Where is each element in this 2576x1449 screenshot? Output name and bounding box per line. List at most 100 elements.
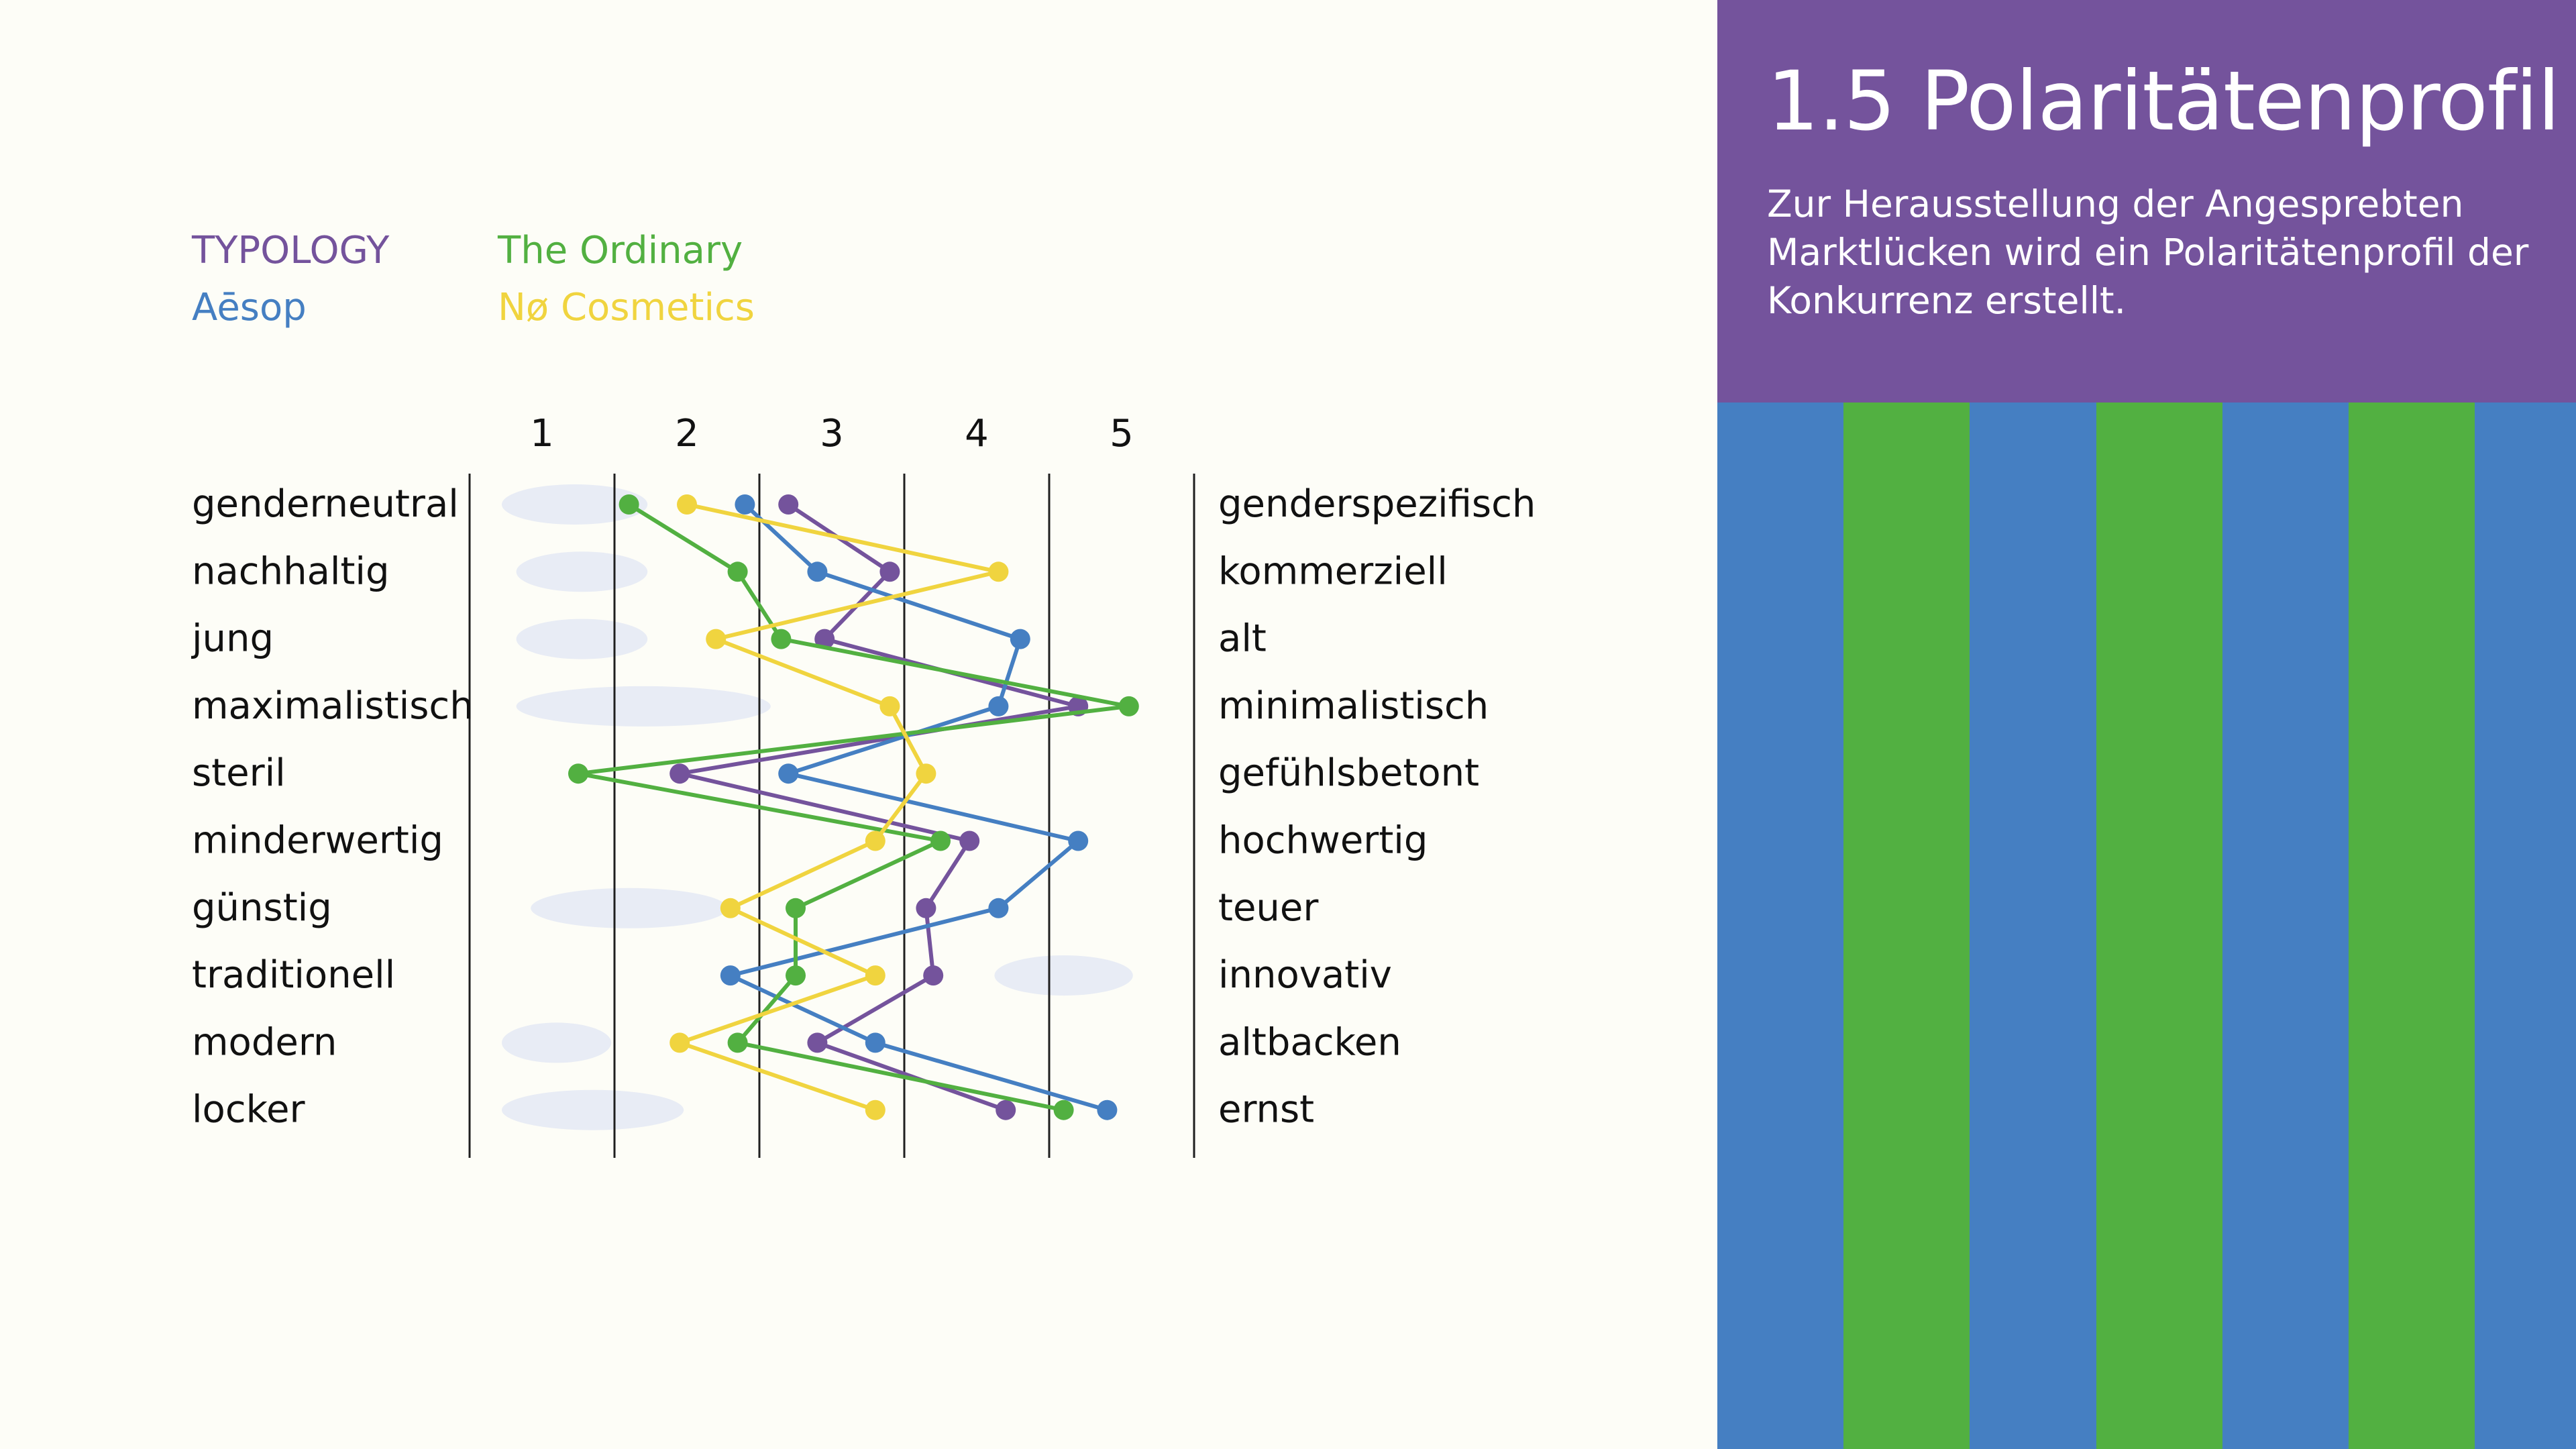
page-title: 1.5 Polaritätenprofil [1767,54,2560,149]
right-label: hochwertig [1218,819,1428,863]
background-highlight-4 [531,888,727,928]
left-label: genderneutral [192,482,459,526]
right-label: kommerziell [1218,549,1448,593]
data-point-the-ordinary [727,1032,748,1053]
scale-tick-labels: 1 2 3 4 5 [530,412,1134,455]
data-point-n-cosmetics [706,629,727,649]
series-n-cosmetics [669,494,1009,1120]
right-label: innovativ [1218,953,1392,997]
tick-label-1: 1 [530,412,554,455]
data-point-typology [996,1099,1016,1120]
legend-entry: Nø Cosmetics [498,286,755,329]
data-point-n-cosmetics [865,830,885,851]
left-label: jung [191,617,274,661]
polarity-profile-chart: 1 2 3 4 5 genderneutral nachhaltig jung maximal… [191,229,1536,1158]
stripe [1970,402,2096,1449]
stripe [2349,402,2475,1449]
right-label: alt [1218,617,1267,661]
background-highlight-5 [994,955,1133,996]
stripe [2475,402,2576,1449]
background-highlight-7 [502,1089,684,1130]
data-point-the-ordinary [568,763,588,784]
data-point-n-cosmetics [669,1032,690,1053]
background-highlight-1 [516,551,648,592]
left-label: minderwertig [192,819,443,863]
data-point-a-sop [1097,1099,1118,1120]
data-point-the-ordinary [786,898,806,918]
series-line-n-cosmetics [678,502,1001,1112]
page-description: Zur Herausstellung der Angesprebten Mark… [1767,182,2529,322]
data-point-n-cosmetics [720,898,741,918]
stripe [1717,402,1844,1449]
data-point-the-ordinary [619,494,639,515]
right-label: teuer [1218,886,1319,930]
data-point-a-sop [988,898,1009,918]
left-label: locker [192,1088,305,1132]
data-point-typology [778,494,799,515]
data-point-n-cosmetics [988,561,1009,582]
tick-label-5: 5 [1110,412,1134,455]
data-point-the-ordinary [786,965,806,986]
left-label: modern [192,1020,337,1064]
legend-entry: Aēsop [192,286,307,329]
left-pole-labels: genderneutral nachhaltig jung maximalistisc… [191,482,474,1132]
background-highlight-2 [516,619,648,659]
left-label: steril [192,751,286,795]
right-label: ernst [1218,1088,1314,1132]
data-point-n-cosmetics [879,696,900,716]
legend-entry: The Ordinary [497,229,743,272]
side-panel: 1.5 Polaritätenprofil Zur Herausstellung… [1717,0,2576,1449]
data-point-typology [807,1032,828,1053]
series-the-ordinary [568,494,1139,1120]
series-line-typology [678,502,1081,1112]
data-point-typology [669,763,690,784]
header-block: 1.5 Polaritätenprofil Zur Herausstellung… [1717,0,2576,402]
data-point-n-cosmetics [677,494,697,515]
left-label: maximalistisch [192,684,474,728]
stripe [1843,402,1970,1449]
right-label: gefühlsbetont [1218,751,1479,795]
data-point-the-ordinary [727,561,748,582]
decorative-stripes [1717,402,2576,1449]
data-point-typology [879,561,900,582]
legend-entry: TYPOLOGY [191,229,390,272]
data-point-a-sop [865,1032,885,1053]
data-point-n-cosmetics [865,965,885,986]
stripe [2096,402,2222,1449]
data-point-typology [916,898,936,918]
data-point-the-ordinary [771,629,792,649]
series-line-the-ordinary [576,502,1131,1112]
data-point-the-ordinary [930,830,951,851]
background-highlight-0 [502,484,648,525]
left-label: günstig [192,886,332,930]
background-highlight-6 [502,1022,612,1063]
stripe [2222,402,2349,1449]
series-a-sop [720,494,1118,1120]
data-point-typology [923,965,944,986]
data-point-a-sop [778,763,799,784]
data-point-a-sop [720,965,741,986]
data-point-the-ordinary [1118,696,1139,716]
left-label: traditionell [192,953,395,997]
right-label: altbacken [1218,1020,1401,1064]
right-label: genderspezifisch [1218,482,1536,526]
series-layer [568,494,1139,1120]
background-highlight-3 [516,686,771,727]
data-point-the-ordinary [1053,1099,1074,1120]
right-pole-labels: genderspezifisch kommerziell alt minimalist… [1218,482,1536,1132]
right-label: minimalistisch [1218,684,1489,728]
data-point-n-cosmetics [916,763,936,784]
scale-gridlines [468,474,1195,1158]
data-point-n-cosmetics [865,1099,885,1120]
data-point-a-sop [1010,629,1030,649]
data-point-a-sop [988,696,1009,716]
data-point-a-sop [735,494,755,515]
tick-label-2: 2 [675,412,699,455]
series-line-a-sop [728,502,1108,1112]
data-point-a-sop [807,561,828,582]
left-label: nachhaltig [192,549,390,593]
data-point-typology [959,830,980,851]
tick-label-4: 4 [965,412,989,455]
data-point-a-sop [1068,830,1089,851]
data-point-typology [814,629,835,649]
